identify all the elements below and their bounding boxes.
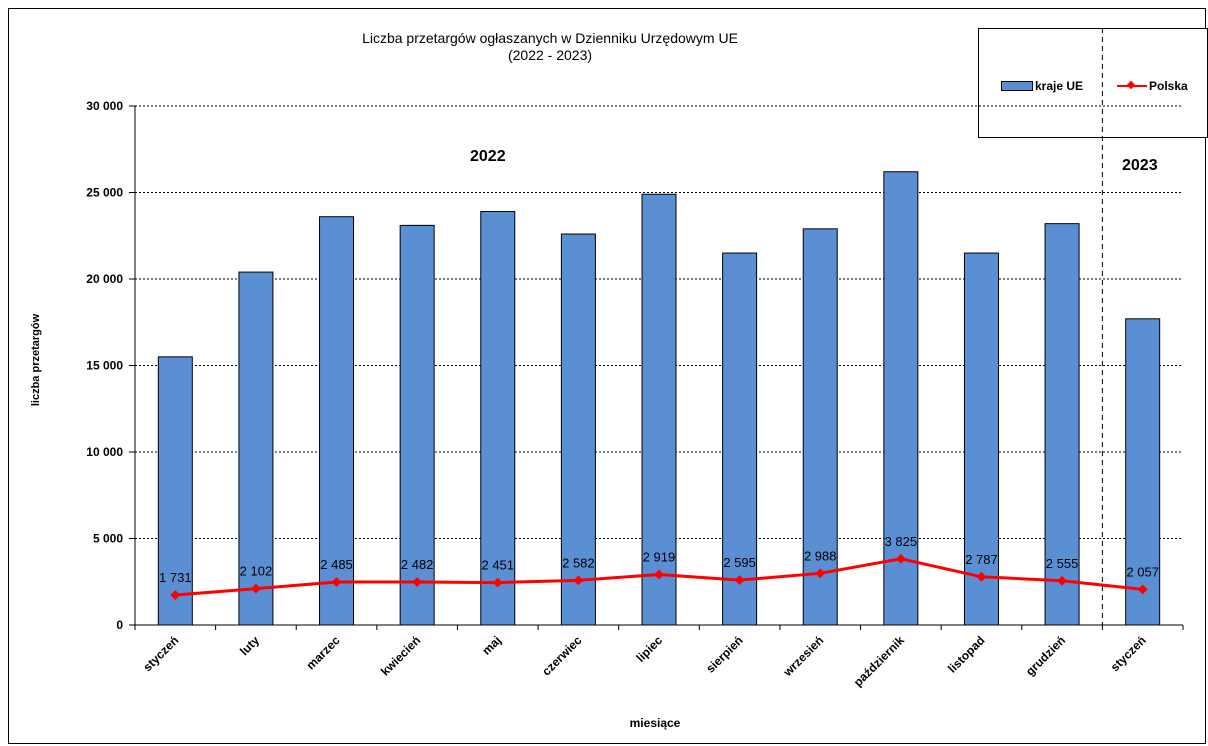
data-label-polska: 3 825 — [885, 534, 918, 549]
point-polska — [492, 577, 503, 588]
data-label-polska: 2 451 — [481, 558, 514, 573]
x-tick-label: kwiecień — [378, 633, 423, 678]
x-tick-label: sierpień — [703, 633, 745, 675]
point-polska — [654, 569, 664, 580]
data-label-polska: 2 482 — [401, 557, 434, 572]
bar — [157, 356, 193, 626]
y-tick-label: 0 — [116, 618, 123, 632]
point-polska — [976, 571, 987, 582]
x-tick-label: listopad — [945, 633, 987, 675]
chart-subtitle: (2022 - 2023) — [507, 47, 593, 63]
point-polska — [170, 590, 181, 601]
data-label-polska: 2 102 — [240, 564, 273, 579]
point-polska — [250, 583, 261, 594]
x-tick-label: luty — [237, 633, 262, 658]
legend-label-kraje-ue: kraje UE — [1035, 79, 1084, 93]
data-label-polska: 1 731 — [159, 570, 192, 585]
x-axis-label: miesiące — [629, 716, 681, 730]
y-tick-label: 15 000 — [86, 359, 123, 373]
data-label-polska: 2 555 — [1046, 556, 1079, 571]
point-polska — [815, 568, 826, 579]
data-label-polska: 2 595 — [723, 555, 756, 570]
data-label-polska: 2 988 — [804, 548, 837, 563]
year-annotation-2022: 2022 — [470, 148, 506, 165]
bar — [1044, 223, 1080, 626]
x-tick-label: styczeń — [1108, 633, 1149, 674]
point-polska — [412, 577, 423, 588]
x-tick-label: marzec — [304, 633, 343, 672]
legend-item-kraje-ue: kraje UE — [1001, 79, 1083, 93]
point-polska — [734, 575, 745, 586]
legend-item-polska: Polska — [1117, 79, 1188, 93]
legend-swatch-bar — [1001, 81, 1033, 91]
bar — [480, 211, 516, 626]
x-tick-label: wrzesień — [780, 633, 826, 679]
y-tick-label: 25 000 — [86, 186, 123, 200]
bar — [883, 171, 919, 626]
data-label-polska: 2 057 — [1126, 564, 1159, 579]
point-polska — [895, 553, 906, 564]
y-tick-label: 30 000 — [86, 99, 123, 113]
point-polska — [331, 577, 342, 587]
point-polska — [573, 575, 584, 586]
x-tick-label: grudzień — [1023, 633, 1068, 678]
bar — [238, 271, 274, 626]
x-tick-label: lipiec — [634, 633, 666, 665]
x-tick-label: czerwiec — [539, 633, 585, 679]
year-annotation-2023: 2023 — [1122, 157, 1158, 174]
point-polska — [1137, 584, 1148, 595]
x-tick-label: maj — [479, 633, 504, 658]
data-label-polska: 2 919 — [643, 550, 676, 565]
bar — [963, 252, 999, 626]
bar — [319, 216, 355, 626]
y-tick-label: 10 000 — [86, 445, 123, 459]
legend-label-polska: Polska — [1149, 79, 1188, 93]
y-tick-label: 20 000 — [86, 272, 123, 286]
x-tick-label: styczeń — [140, 633, 181, 674]
data-label-polska: 2 787 — [965, 552, 998, 567]
bar — [1125, 318, 1161, 626]
data-label-polska: 2 485 — [320, 557, 353, 572]
point-polska — [1057, 575, 1068, 586]
bar — [641, 193, 677, 626]
bar — [802, 228, 838, 626]
bar — [722, 252, 758, 626]
bar — [399, 224, 435, 626]
bar — [560, 233, 596, 626]
data-label-polska: 2 582 — [562, 555, 595, 570]
legend-swatch-line — [1117, 80, 1147, 91]
y-tick-label: 5 000 — [93, 532, 123, 546]
chart-title: Liczba przetargów ogłaszanych w Dziennik… — [362, 30, 738, 46]
x-tick-label: październik — [851, 633, 907, 689]
